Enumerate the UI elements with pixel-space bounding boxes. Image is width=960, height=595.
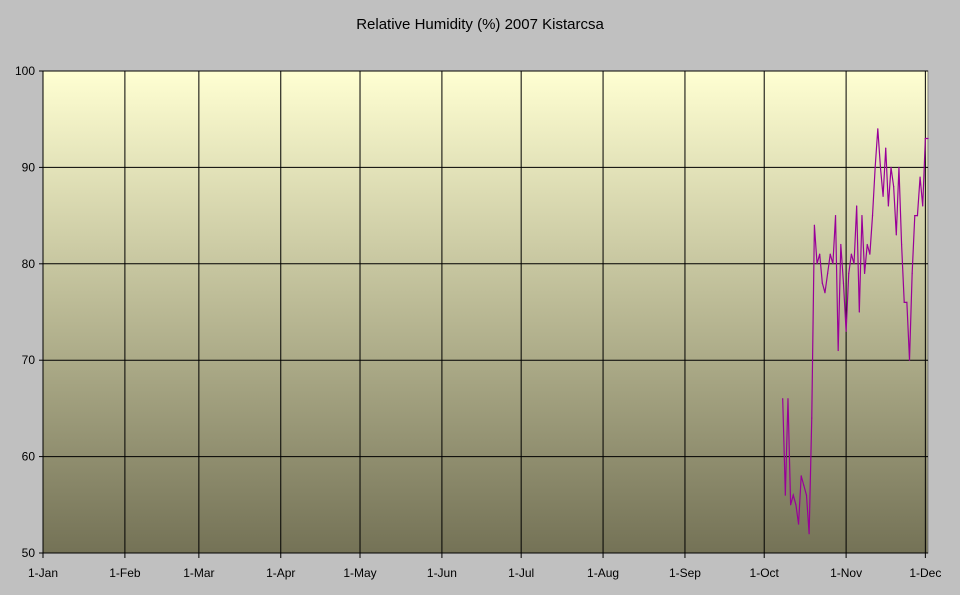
- data-point: [803, 484, 805, 487]
- data-point: [914, 215, 916, 217]
- data-point: [797, 523, 800, 525]
- data-point: [877, 128, 879, 130]
- y-tick-label: 100: [15, 64, 35, 78]
- data-point: [845, 330, 847, 332]
- x-tick-label: 1-Dec: [909, 566, 941, 580]
- data-point: [887, 205, 889, 207]
- x-tick-label: 1-Mar: [183, 566, 214, 580]
- y-tick-label: 80: [22, 257, 36, 271]
- data-point: [924, 137, 926, 140]
- plot-area: [42, 70, 929, 554]
- data-point: [863, 272, 866, 275]
- data-point: [890, 166, 892, 168]
- data-point: [792, 494, 794, 496]
- data-point: [903, 301, 905, 303]
- x-tick-label: 1-May: [343, 566, 376, 580]
- x-tick-label: 1-Jul: [508, 566, 534, 580]
- data-point: [800, 475, 802, 477]
- data-point: [871, 215, 874, 217]
- data-point: [795, 504, 797, 506]
- data-point: [900, 243, 903, 246]
- data-point: [837, 349, 839, 352]
- chart-title: Relative Humidity (%) 2007 Kistarcsa: [356, 16, 604, 33]
- series-line: [782, 128, 928, 534]
- data-point: [824, 292, 826, 294]
- data-point: [882, 195, 884, 197]
- data-point: [827, 272, 829, 275]
- data-point: [784, 494, 786, 496]
- data-point: [927, 137, 929, 140]
- data-point: [911, 272, 913, 275]
- y-tick-label: 50: [22, 546, 36, 560]
- data-point: [840, 243, 842, 246]
- data-point: [895, 234, 897, 236]
- data-point: [893, 186, 895, 188]
- x-tick-label: 1-Feb: [109, 566, 141, 580]
- data-point: [856, 205, 858, 207]
- data-point: [813, 224, 816, 226]
- x-tick-label: 1-Oct: [750, 566, 780, 580]
- data-point: [790, 504, 792, 506]
- data-point: [782, 398, 784, 400]
- data-point: [842, 282, 845, 284]
- data-point: [908, 359, 911, 361]
- y-tick-label: 70: [22, 353, 36, 367]
- data-point: [898, 166, 900, 168]
- data-point: [848, 272, 850, 275]
- x-tick-label: 1-Jun: [427, 566, 457, 580]
- data-point: [858, 311, 860, 313]
- data-point: [906, 301, 908, 303]
- data-point: [829, 253, 831, 255]
- x-tick-label: 1-Aug: [587, 566, 619, 580]
- data-point: [816, 263, 818, 265]
- data-point: [885, 147, 887, 149]
- data-point: [866, 243, 868, 246]
- y-tick-label: 60: [22, 450, 36, 464]
- data-point: [832, 263, 834, 265]
- y-tick-label: 90: [22, 160, 36, 174]
- data-point: [869, 253, 871, 255]
- x-tick-label: 1-Nov: [830, 566, 862, 580]
- data-point: [819, 253, 821, 255]
- data-point: [811, 417, 813, 419]
- data-point: [787, 398, 789, 400]
- data-point: [919, 176, 921, 178]
- data-point: [879, 166, 882, 168]
- data-point: [850, 253, 852, 255]
- data-point: [834, 215, 837, 217]
- data-point: [805, 494, 808, 496]
- data-point: [874, 166, 876, 168]
- x-tick-label: 1-Apr: [266, 566, 295, 580]
- data-point: [808, 533, 810, 535]
- data-point: [922, 205, 924, 207]
- data-point: [853, 263, 855, 265]
- x-tick-label: 1-Sep: [669, 566, 701, 580]
- data-point: [916, 215, 919, 217]
- data-point: [821, 282, 823, 284]
- data-point: [861, 215, 863, 217]
- x-tick-label: 1-Jan: [28, 566, 58, 580]
